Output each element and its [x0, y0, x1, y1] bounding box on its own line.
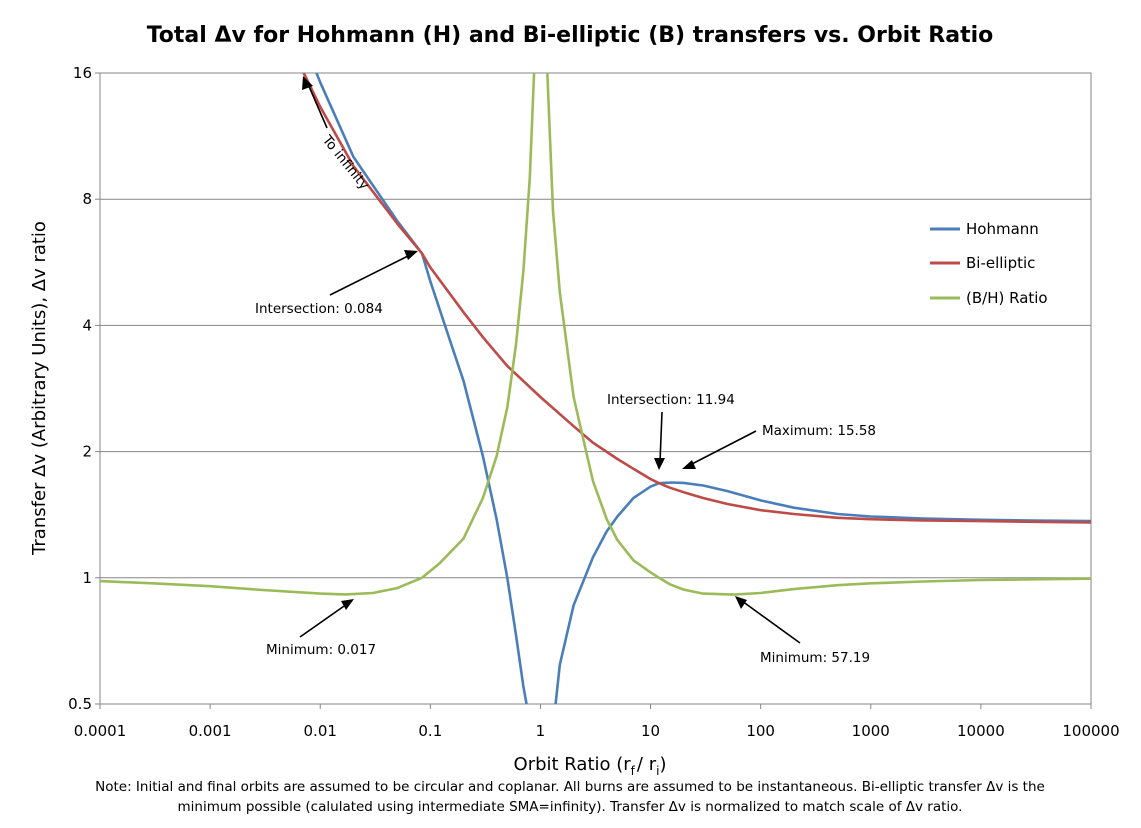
arrow-intersection-high [659, 411, 663, 463]
note-line-2: minimum possible (calulated using interm… [178, 799, 963, 815]
legend: Hohmann Bi-elliptic (B/H) Ratio [930, 220, 1048, 307]
arrowhead-maximum [682, 460, 696, 469]
annotation-maximum: Maximum: 15.58 [762, 423, 876, 439]
series-lines [100, 73, 1091, 704]
x-tick-label: 0.1 [418, 722, 442, 740]
x-tick-label: 10 [641, 722, 660, 740]
plot-frame [99, 72, 1092, 705]
x-tick-label: 10000 [957, 722, 1005, 740]
y-tick-label: 1 [82, 569, 92, 587]
gridlines [100, 72, 1091, 705]
legend-label-hohmann: Hohmann [966, 220, 1039, 238]
arrowhead-minimum-high [735, 596, 747, 609]
legend-label-ratio: (B/H) Ratio [966, 289, 1048, 307]
arrowhead-intersection-high [654, 458, 665, 470]
legend-label-bi-elliptic: Bi-elliptic [966, 254, 1035, 272]
y-tick-label: 16 [73, 64, 92, 82]
y-tick-label: 2 [82, 443, 92, 461]
x-tick-label: 0.001 [189, 722, 232, 740]
bi-elliptic-line [302, 73, 1091, 524]
x-tick-label: 0.0001 [74, 722, 127, 740]
y-tick-label: 0.5 [68, 695, 92, 713]
arrowhead-to-infinity [302, 76, 313, 90]
y-tick-label: 8 [82, 190, 92, 208]
arrowhead-minimum-low [341, 599, 354, 610]
ratio-line [100, 73, 1091, 596]
arrow-to-infinity [307, 83, 328, 129]
arrow-minimum-low [299, 603, 348, 638]
annotation-minimum-high: Minimum: 57.19 [760, 650, 870, 666]
y-axis-label: Transfer Δv (Arbitrary Units), Δv ratio [29, 221, 50, 556]
x-tick-label: 1 [536, 722, 546, 740]
x-axis-ticks: 0.0001 0.001 0.01 0.1 1 10 100 1000 10000 100000 [74, 704, 1120, 740]
chart-title: Total Δv for Hohmann (H) and Bi-elliptic… [147, 23, 994, 48]
x-axis-label: Orbit Ratio (rf / ri) [514, 754, 667, 778]
x-tick-label: 100 [746, 722, 775, 740]
arrow-minimum-high [741, 600, 801, 644]
annotation-intersection-high: Intersection: 11.94 [607, 392, 735, 408]
annotation-intersection-low: Intersection: 0.084 [255, 301, 383, 317]
hohmann-line [315, 73, 1091, 704]
arrowhead-intersection-low [404, 250, 418, 260]
annotation-minimum-low: Minimum: 0.017 [266, 642, 376, 658]
arrow-intersection-low [329, 254, 411, 296]
x-tick-label: 100000 [1062, 722, 1119, 740]
arrow-maximum [689, 430, 757, 466]
y-tick-label: 4 [82, 316, 92, 334]
y-axis-ticks: 0.5 1 2 4 8 16 [68, 64, 100, 713]
x-tick-label: 1000 [852, 722, 890, 740]
x-tick-label: 0.01 [304, 722, 337, 740]
note-line-1: Note: Initial and final orbits are assum… [95, 779, 1045, 795]
